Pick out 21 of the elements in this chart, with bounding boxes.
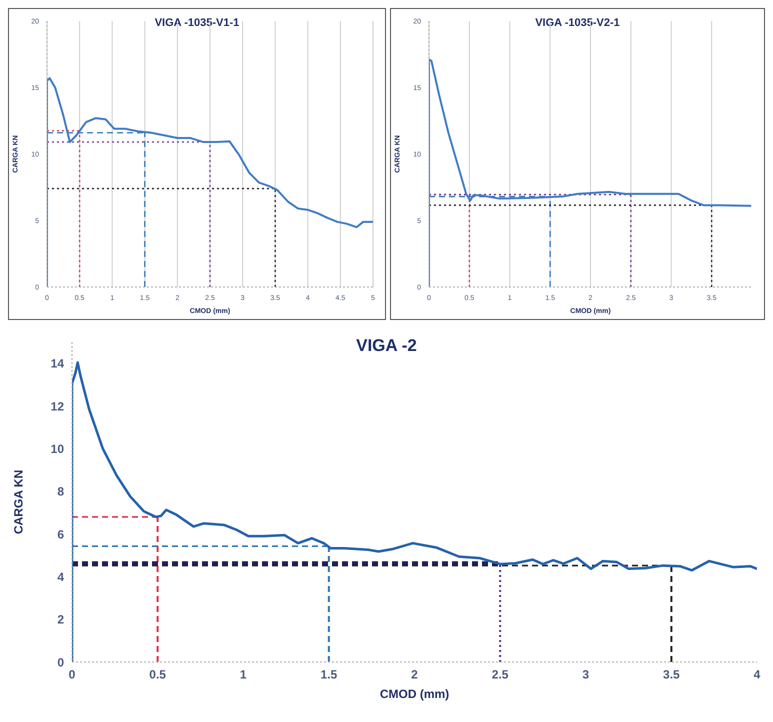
y-tick-label: 10 [50, 442, 64, 456]
x-tick-label: 1 [240, 668, 247, 682]
y-tick-label: 12 [50, 399, 64, 414]
x-axis-title: CMOD (mm) [380, 687, 450, 701]
chart-title: VIGA -1035-V1-1 [154, 17, 240, 29]
x-tick-label: 3 [582, 668, 590, 682]
y-tick-label: 0 [57, 655, 64, 670]
x-tick-label: 4 [754, 668, 761, 682]
y-tick-label: 8 [57, 484, 64, 499]
x-tick-label: 2.5 [492, 668, 509, 682]
y-tick-label: 14 [50, 356, 64, 371]
x-tick-label: 1.5 [320, 668, 338, 682]
x-tick-label: 0.5 [149, 668, 166, 682]
x-tick-label: 0 [68, 668, 76, 682]
y-axis-title: CARGA KN [11, 470, 26, 534]
x-tick-label: 3.5 [663, 668, 680, 682]
chart-title: VIGA -2 [355, 336, 418, 356]
y-tick-label: 2 [57, 612, 64, 627]
y-tick-label: 4 [57, 570, 64, 584]
y-tick-label: 6 [57, 527, 64, 542]
chart-title: VIGA -1035-V2-1 [535, 17, 620, 29]
